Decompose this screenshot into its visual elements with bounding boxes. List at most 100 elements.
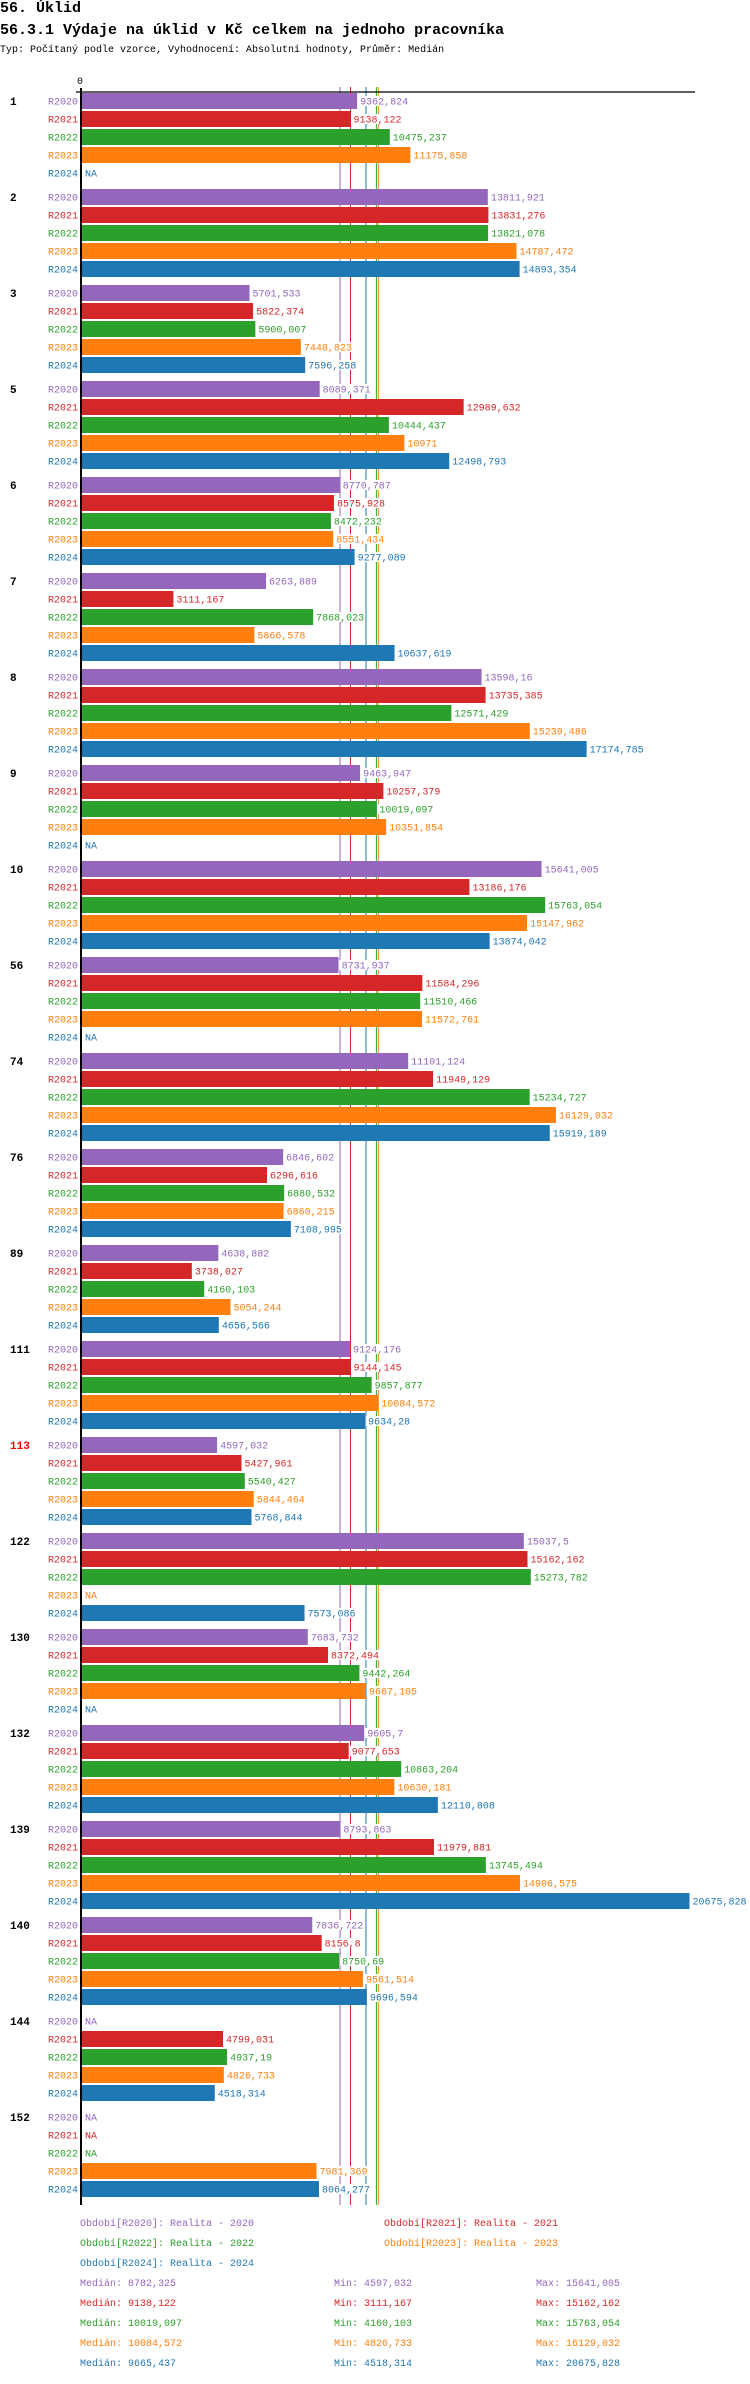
series-label: R2021	[48, 1844, 78, 1855]
value-label-bg	[267, 576, 318, 586]
series-label: R2020	[48, 194, 78, 205]
series-label: R2020	[48, 1058, 78, 1069]
legend-min-r2021: Min: 3111,167	[334, 2299, 413, 2310]
bar	[82, 1341, 351, 1357]
value-label-bg	[387, 822, 444, 832]
series-label: R2024	[48, 2090, 78, 2101]
bar	[82, 2067, 224, 2083]
series-label: R2023	[48, 1688, 78, 1699]
value-label: 14787,472	[519, 248, 573, 259]
value-label: 13735,385	[489, 692, 543, 703]
bar	[82, 1167, 268, 1183]
bar	[82, 741, 587, 757]
series-label: R2024	[48, 362, 78, 373]
series-label: R2020	[48, 290, 78, 301]
bar	[82, 1011, 423, 1027]
value-label-bg	[341, 1824, 392, 1834]
value-label: 15919,189	[553, 1130, 607, 1141]
group-label: 140	[10, 1921, 30, 1933]
series-label: R2024	[48, 1994, 78, 2005]
bar	[82, 1683, 367, 1699]
bar	[82, 2163, 317, 2179]
value-label: 13874,042	[493, 938, 547, 949]
bar	[82, 1377, 372, 1393]
group-label: 139	[10, 1825, 30, 1837]
value-label-bg	[284, 1152, 335, 1162]
value-label: 10019,097	[379, 806, 433, 817]
legend-period-r2023: Období[R2023]: Realita - 2023	[384, 2239, 559, 2250]
value-label-bg	[489, 228, 546, 238]
value-label-bg	[340, 480, 391, 490]
series-label: R2020	[48, 98, 78, 109]
value-label-bg	[291, 1224, 342, 1234]
bar	[82, 1605, 305, 1621]
value-label: 11510,466	[423, 998, 477, 1009]
bar	[82, 1797, 438, 1813]
bar	[82, 1221, 291, 1237]
bar	[82, 1725, 365, 1741]
value-label-bg	[528, 1554, 585, 1564]
value-label: 12110,808	[441, 1802, 495, 1813]
series-label: R2020	[48, 578, 78, 589]
legend-min-r2024: Min: 4518,314	[334, 2359, 413, 2370]
series-label: R2024	[48, 1802, 78, 1813]
series-label: R2022	[48, 1862, 78, 1873]
group-label: 7	[10, 577, 17, 589]
bar	[82, 765, 361, 781]
value-label: 6296,616	[270, 1172, 318, 1183]
value-label-bg	[450, 456, 507, 466]
series-label: R2021	[48, 404, 78, 415]
value-label-bg	[319, 2184, 370, 2194]
bar	[82, 477, 340, 493]
bar	[82, 627, 255, 643]
bar	[82, 819, 387, 835]
value-label-bg	[421, 996, 478, 1006]
value-label: 9605,7	[367, 1730, 403, 1741]
series-label: R2021	[48, 692, 78, 703]
series-label: R2020	[48, 1538, 78, 1549]
bar	[82, 1413, 366, 1429]
value-label: 6860,215	[287, 1208, 335, 1219]
series-label: R2024	[48, 1610, 78, 1621]
bar	[82, 1743, 349, 1759]
value-label-bg	[242, 1458, 293, 1468]
value-label: 12989,632	[467, 404, 521, 415]
value-label: 8372,494	[331, 1652, 379, 1663]
value-label: 8472,232	[334, 518, 382, 529]
value-label: 7981,369	[320, 2168, 368, 2179]
na-label: NA	[85, 2018, 97, 2029]
series-label: R2023	[48, 440, 78, 451]
group-label: 76	[10, 1153, 23, 1165]
value-label: 7596,258	[308, 362, 356, 373]
value-label-bg	[284, 1206, 335, 1216]
bar	[82, 1299, 231, 1315]
value-label-bg	[405, 438, 438, 448]
value-label-bg	[219, 1248, 270, 1258]
legend-median-r2023: Medián: 10084,572	[80, 2339, 183, 2350]
bar	[82, 645, 395, 661]
bar	[82, 801, 377, 817]
series-label: R2022	[48, 1766, 78, 1777]
bar	[82, 897, 546, 913]
value-label-bg	[355, 552, 406, 562]
value-label-bg	[395, 648, 452, 658]
bar	[82, 1455, 242, 1471]
group-label: 152	[10, 2113, 30, 2125]
na-label: NA	[85, 2150, 97, 2161]
bar	[82, 975, 423, 991]
value-label-bg	[542, 864, 599, 874]
bar	[82, 93, 358, 109]
series-label: R2023	[48, 824, 78, 835]
bar	[82, 357, 306, 373]
value-label-bg	[361, 768, 412, 778]
value-label-bg	[434, 1074, 491, 1084]
value-label-bg	[486, 1860, 543, 1870]
series-label: R2022	[48, 614, 78, 625]
bar	[82, 303, 254, 319]
series-label: R2024	[48, 1514, 78, 1525]
series-label: R2021	[48, 116, 78, 127]
value-label-bg	[486, 690, 543, 700]
chart-title: 56.3.1 Výdaje na úklid v Kč celkem na je…	[0, 22, 505, 39]
value-label-bg	[285, 1188, 336, 1198]
value-label-bg	[334, 534, 385, 544]
